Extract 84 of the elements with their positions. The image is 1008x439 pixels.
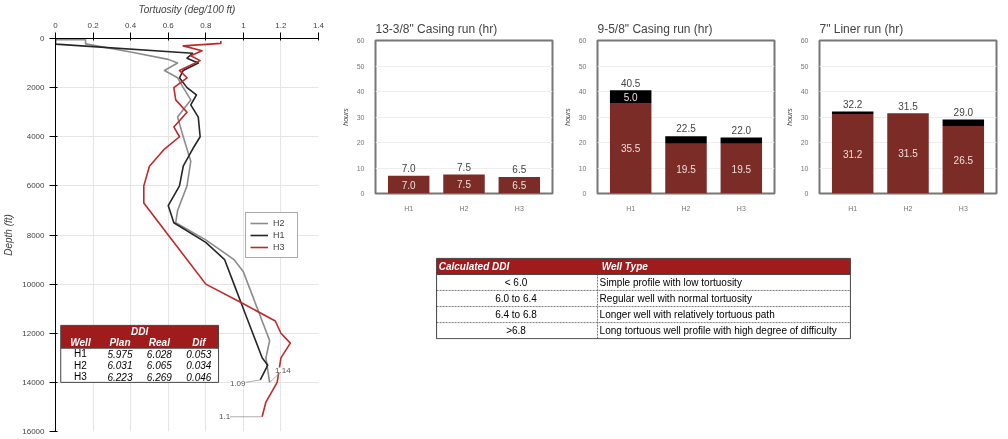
data-label: 26.5 xyxy=(953,154,974,166)
y-tick-label: 16000 xyxy=(22,427,46,436)
annotation: 1.14 xyxy=(275,365,292,375)
total-label: 32.2 xyxy=(842,98,863,110)
annotation: 6.223 xyxy=(107,371,133,383)
annotation: 6.031 xyxy=(107,360,133,372)
x-tick-label: 0.6 xyxy=(162,20,175,30)
x-tick-label: 0.2 xyxy=(87,20,100,30)
annotation: 5.975 xyxy=(107,348,133,360)
text: Longer well with relatively tortuous path xyxy=(599,309,775,321)
text: 6.0 to 6.4 xyxy=(495,293,538,304)
x-tick-label: 0.8 xyxy=(200,20,212,30)
y-tick-label: 6000 xyxy=(26,181,46,191)
total-label: 7.0 xyxy=(401,163,417,174)
annotation: Real xyxy=(148,336,171,348)
text: Long tortuous well profile with high degree of difficulty xyxy=(599,325,837,337)
annotation: 1.09 xyxy=(229,379,247,389)
total-label: 7.5 xyxy=(457,161,472,173)
bar xyxy=(665,136,707,144)
annotation: Well xyxy=(70,336,91,348)
total-label: 22.0 xyxy=(731,124,752,136)
annotation: 0.046 xyxy=(186,371,212,383)
annotation: 6.065 xyxy=(146,360,173,372)
annotation: H1 xyxy=(74,348,88,360)
x-tick-label: 0 xyxy=(53,20,59,30)
total-label: 29.0 xyxy=(953,106,974,118)
text: < 6.0 xyxy=(504,276,528,288)
text: >6.8 xyxy=(506,325,527,337)
annotation: 1.1 xyxy=(219,412,231,422)
data-label: 31.5 xyxy=(898,148,919,160)
bar xyxy=(887,113,929,194)
data-label: 5.0 xyxy=(623,91,639,103)
data-label: 19.5 xyxy=(731,163,752,175)
data-label: 7.0 xyxy=(401,179,417,191)
legend-label: H3 xyxy=(273,240,286,253)
data-label: 7.5 xyxy=(457,178,472,190)
annotation: H3 xyxy=(74,371,88,383)
y-tick-label: 2000 xyxy=(26,83,46,93)
y-tick-label: 12000 xyxy=(22,328,46,338)
data-label: 35.5 xyxy=(620,143,641,155)
y-axis-title: Depth (ft) xyxy=(3,214,15,256)
bar xyxy=(609,102,652,194)
y-tick-label: 10000 xyxy=(22,279,46,289)
data-label: 19.5 xyxy=(676,163,697,175)
bar xyxy=(831,111,874,114)
x-axis-title: Tortuosity (deg/100 ft) xyxy=(138,3,236,15)
x-tick-label: 1.2 xyxy=(275,20,288,30)
bar xyxy=(831,113,874,194)
text: Calculated DDI xyxy=(438,260,510,272)
y-tick-label: 0 xyxy=(40,34,46,43)
annotation: 0.034 xyxy=(186,360,212,372)
text: 6.4 to 6.8 xyxy=(495,309,538,321)
chart-title: 7" Liner run (hr) xyxy=(819,21,904,36)
y-tick-label: 14000 xyxy=(22,377,46,387)
y-tick-label: 4000 xyxy=(26,132,46,142)
data-label: 31.2 xyxy=(842,148,863,160)
annotation: 6.269 xyxy=(146,371,173,383)
text: Regular well with normal tortuosity xyxy=(599,293,752,304)
annotation: Dif xyxy=(192,336,208,348)
annotation: 6.028 xyxy=(146,348,173,360)
x-tick-label: 1.4 xyxy=(312,20,325,30)
total-label: 31.5 xyxy=(898,100,919,112)
annotation: H2 xyxy=(74,359,88,371)
bar xyxy=(942,119,985,126)
bar xyxy=(720,137,763,144)
total-label: 22.5 xyxy=(676,123,697,135)
y-tick-label: 8000 xyxy=(26,230,46,240)
bar xyxy=(665,143,707,194)
bar xyxy=(720,143,763,194)
x-tick-label: 1 xyxy=(241,20,247,30)
annotation: 0.053 xyxy=(186,348,212,360)
legend-label: H2 xyxy=(273,216,286,229)
legend-label: H1 xyxy=(273,228,286,241)
x-tick-label: 0.4 xyxy=(125,20,137,30)
chart-title: 13-3/8" Casing run (hr) xyxy=(375,21,498,36)
total-label: 6.5 xyxy=(512,164,527,176)
annotation: DDI xyxy=(131,325,149,337)
annotation: Plan xyxy=(109,336,131,348)
chart-title: 9-5/8" Casing run (hr) xyxy=(597,21,713,36)
text: Simple profile with low tortuosity xyxy=(599,276,742,288)
text: Well Type xyxy=(601,260,649,272)
data-label: 6.5 xyxy=(512,180,527,192)
bar xyxy=(942,125,985,194)
total-label: 40.5 xyxy=(620,77,641,89)
